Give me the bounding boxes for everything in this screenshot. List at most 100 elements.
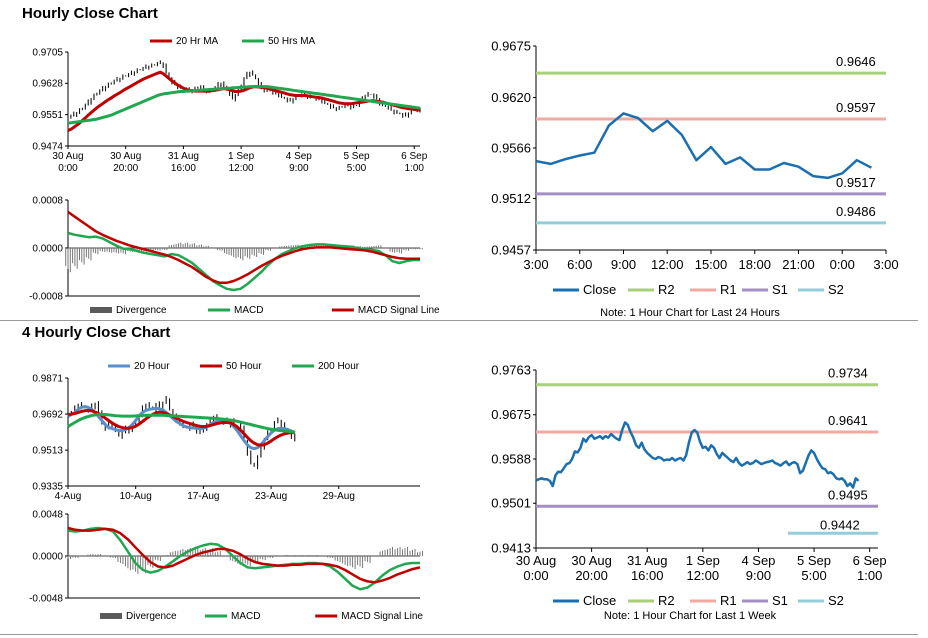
4hourly-pivot-x-tick-label: 31 Aug — [627, 553, 668, 568]
hourly-price-x-tick-label: 12:00 — [229, 163, 254, 174]
4hourly-pivot-y-tick-label: 0.9675 — [491, 407, 531, 422]
4hourly-price-x-tick-label: 4-Aug — [55, 491, 82, 502]
hourly-pivot-y-tick-label: 0.9620 — [491, 90, 531, 105]
hourly-price-x-tick-label: 6 Sep — [401, 151, 428, 162]
4hourly-price-legend-1-label: 50 Hour — [226, 361, 262, 372]
4hourly-price-y-tick-label: 0.9692 — [32, 409, 63, 420]
4hourly-price-ma-200-line — [67, 413, 295, 434]
4hourly-macd-y-tick-label: -0.0048 — [29, 593, 63, 604]
hourly-pivot-y-tick-label: 0.9566 — [491, 140, 531, 155]
4hourly-pivot-x-tick-label: 5:00 — [801, 568, 826, 583]
4hourly-pivot-legend-2-label: R1 — [720, 593, 737, 608]
4hourly-price-y-tick-label: 0.9513 — [32, 445, 63, 456]
hourly-price-x-tick-label: 1 Sep — [228, 151, 255, 162]
hourly-price-x-tick-label: 30 Aug — [52, 151, 83, 162]
4hourly-pivot-x-tick-label: 30 Aug — [516, 553, 557, 568]
hourly-macd-y-tick-label: 0.0000 — [32, 243, 63, 254]
4hourly-pivot-x-tick-label: 30 Aug — [571, 553, 612, 568]
hourly-macd-legend-divergence-swatch — [90, 307, 112, 313]
4hourly-pivot-y-tick-label: 0.9413 — [491, 540, 531, 555]
hourly-price-x-tick-label: 1:00 — [404, 163, 424, 174]
hourly-pivot-x-tick-label: 15:00 — [695, 257, 728, 272]
4hourly-pivot-x-tick-label: 20:00 — [575, 568, 608, 583]
hourly-price-x-tick-label: 16:00 — [171, 163, 196, 174]
4hourly-price-x-tick-label: 10-Aug — [120, 491, 152, 502]
4hourly-price-y-tick-label: 0.9335 — [32, 481, 63, 492]
hourly-pivot-x-tick-label: 9:00 — [611, 257, 636, 272]
4hourly-macd-y-tick-label: 0.0048 — [32, 509, 63, 520]
4hourly-pivot-y-tick-label: 0.9501 — [491, 496, 531, 511]
hourly-price-y-tick-label: 0.9705 — [32, 47, 63, 58]
4hourly-price-x-tick-label: 23-Aug — [255, 491, 287, 502]
4hourly-price-ma-50-line — [67, 408, 295, 447]
hourly-price-x-tick-label: 5:00 — [347, 163, 367, 174]
4hourly-pivot-x-tick-label: 16:00 — [631, 568, 664, 583]
hourly-pivot-y-tick-label: 0.9675 — [491, 38, 531, 53]
4hourly-macd-legend-divergence-label: Divergence — [126, 611, 177, 622]
hourly-macd-macd-line — [67, 231, 420, 292]
4hourly-pivot-level-label-s1: 0.9495 — [828, 487, 868, 502]
hourly-pivot-legend-1-label: R2 — [658, 282, 675, 297]
hourly-pivot-level-label-s1: 0.9517 — [836, 175, 876, 190]
hourly-macd-y-tick-label: 0.0008 — [32, 195, 63, 206]
hourly-macd-legend-macd-label: MACD — [234, 305, 263, 316]
4hourly-pivot-note: Note: 1 Hour Chart for Last 1 Week — [604, 610, 777, 622]
hourly-price-y-tick-label: 0.9474 — [32, 141, 63, 152]
section-divider — [0, 320, 918, 321]
hourly-price-x-tick-label: 20:00 — [113, 163, 138, 174]
hourly-pivot-legend-4-label: S2 — [828, 282, 844, 297]
hourly-price-y-tick-label: 0.9551 — [32, 110, 63, 121]
4hourly-pivot-y-tick-label: 0.9763 — [491, 362, 531, 377]
4hourly-price-legend-2-label: 200 Hour — [318, 361, 360, 372]
4hourly-pivot-legend-0-label: Close — [583, 593, 616, 608]
hourly-macd-legend-divergence-label: Divergence — [116, 305, 167, 316]
4hourly-pivot-level-label-s2: 0.9442 — [820, 517, 860, 532]
4hourly-pivot-x-tick-label: 4 Sep — [741, 553, 775, 568]
hourly-pivot-x-tick-label: 3:00 — [523, 257, 548, 272]
4hourly-price-legend-0-label: 20 Hour — [134, 361, 170, 372]
4hourly-pivot-close-line — [535, 421, 860, 489]
hourly-pivot-legend-3-label: S1 — [772, 282, 788, 297]
hourly-price-legend-1-label: 50 Hrs MA — [268, 36, 316, 47]
4hourly-macd-legend-divergence-swatch — [100, 613, 122, 619]
4hourly-macd-macd-line — [67, 526, 420, 591]
4hourly-pivot-level-label-r1: 0.9641 — [828, 413, 868, 428]
hourly-pivot-level-label-r1: 0.9597 — [836, 100, 876, 115]
4hourly-pivot-x-tick-label: 1 Sep — [686, 553, 720, 568]
hourly-price-x-tick-label: 0:00 — [58, 163, 78, 174]
hourly-price-x-tick-label: 4 Sep — [286, 151, 313, 162]
4hourly-pivot-y-tick-label: 0.9588 — [491, 451, 531, 466]
4hourly-section-title: 4 Hourly Close Chart — [22, 324, 171, 341]
4hourly-pivot-legend-4-label: S2 — [828, 593, 844, 608]
4hourly-pivot-x-tick-label: 1:00 — [857, 568, 882, 583]
4hourly-pivot-x-tick-label: 5 Sep — [797, 553, 831, 568]
hourly-macd-signal-line — [67, 210, 420, 285]
hourly-pivot-x-tick-label: 21:00 — [782, 257, 815, 272]
hourly-pivot-x-tick-label: 12:00 — [651, 257, 684, 272]
hourly-section-title: Hourly Close Chart — [22, 5, 158, 22]
4hourly-pivot-x-tick-label: 12:00 — [687, 568, 720, 583]
hourly-pivot-legend-2-label: R1 — [720, 282, 737, 297]
4hourly-macd-signal-line — [67, 526, 421, 584]
hourly-price-ma-50-line — [67, 85, 421, 125]
4hourly-pivot-x-tick-label: 0:00 — [523, 568, 548, 583]
4hourly-price-x-tick-label: 29-Aug — [323, 491, 355, 502]
hourly-pivot-x-tick-label: 18:00 — [738, 257, 771, 272]
hourly-price-y-tick-label: 0.9628 — [32, 79, 63, 90]
hourly-price-x-tick-label: 31 Aug — [168, 151, 199, 162]
hourly-pivot-close-line — [535, 112, 872, 180]
4hourly-macd-legend-signal-label: MACD Signal Line — [341, 611, 423, 622]
hourly-pivot-x-tick-label: 3:00 — [873, 257, 898, 272]
4hourly-pivot-level-label-r2: 0.9734 — [828, 366, 868, 381]
hourly-pivot-note: Note: 1 Hour Chart for Last 24 Hours — [600, 307, 780, 319]
4hourly-pivot-legend-1-label: R2 — [658, 593, 675, 608]
hourly-price-x-tick-label: 9:00 — [289, 163, 309, 174]
hourly-price-ma-20-line — [67, 70, 421, 132]
4hourly-pivot-legend-3-label: S1 — [772, 593, 788, 608]
4hourly-macd-y-tick-label: 0.0000 — [32, 551, 63, 562]
4hourly-price-ma-20-line — [67, 404, 296, 451]
hourly-pivot-level-label-s2: 0.9486 — [836, 204, 876, 219]
4hourly-pivot-x-tick-label: 9:00 — [746, 568, 771, 583]
hourly-pivot-y-tick-label: 0.9457 — [491, 242, 531, 257]
